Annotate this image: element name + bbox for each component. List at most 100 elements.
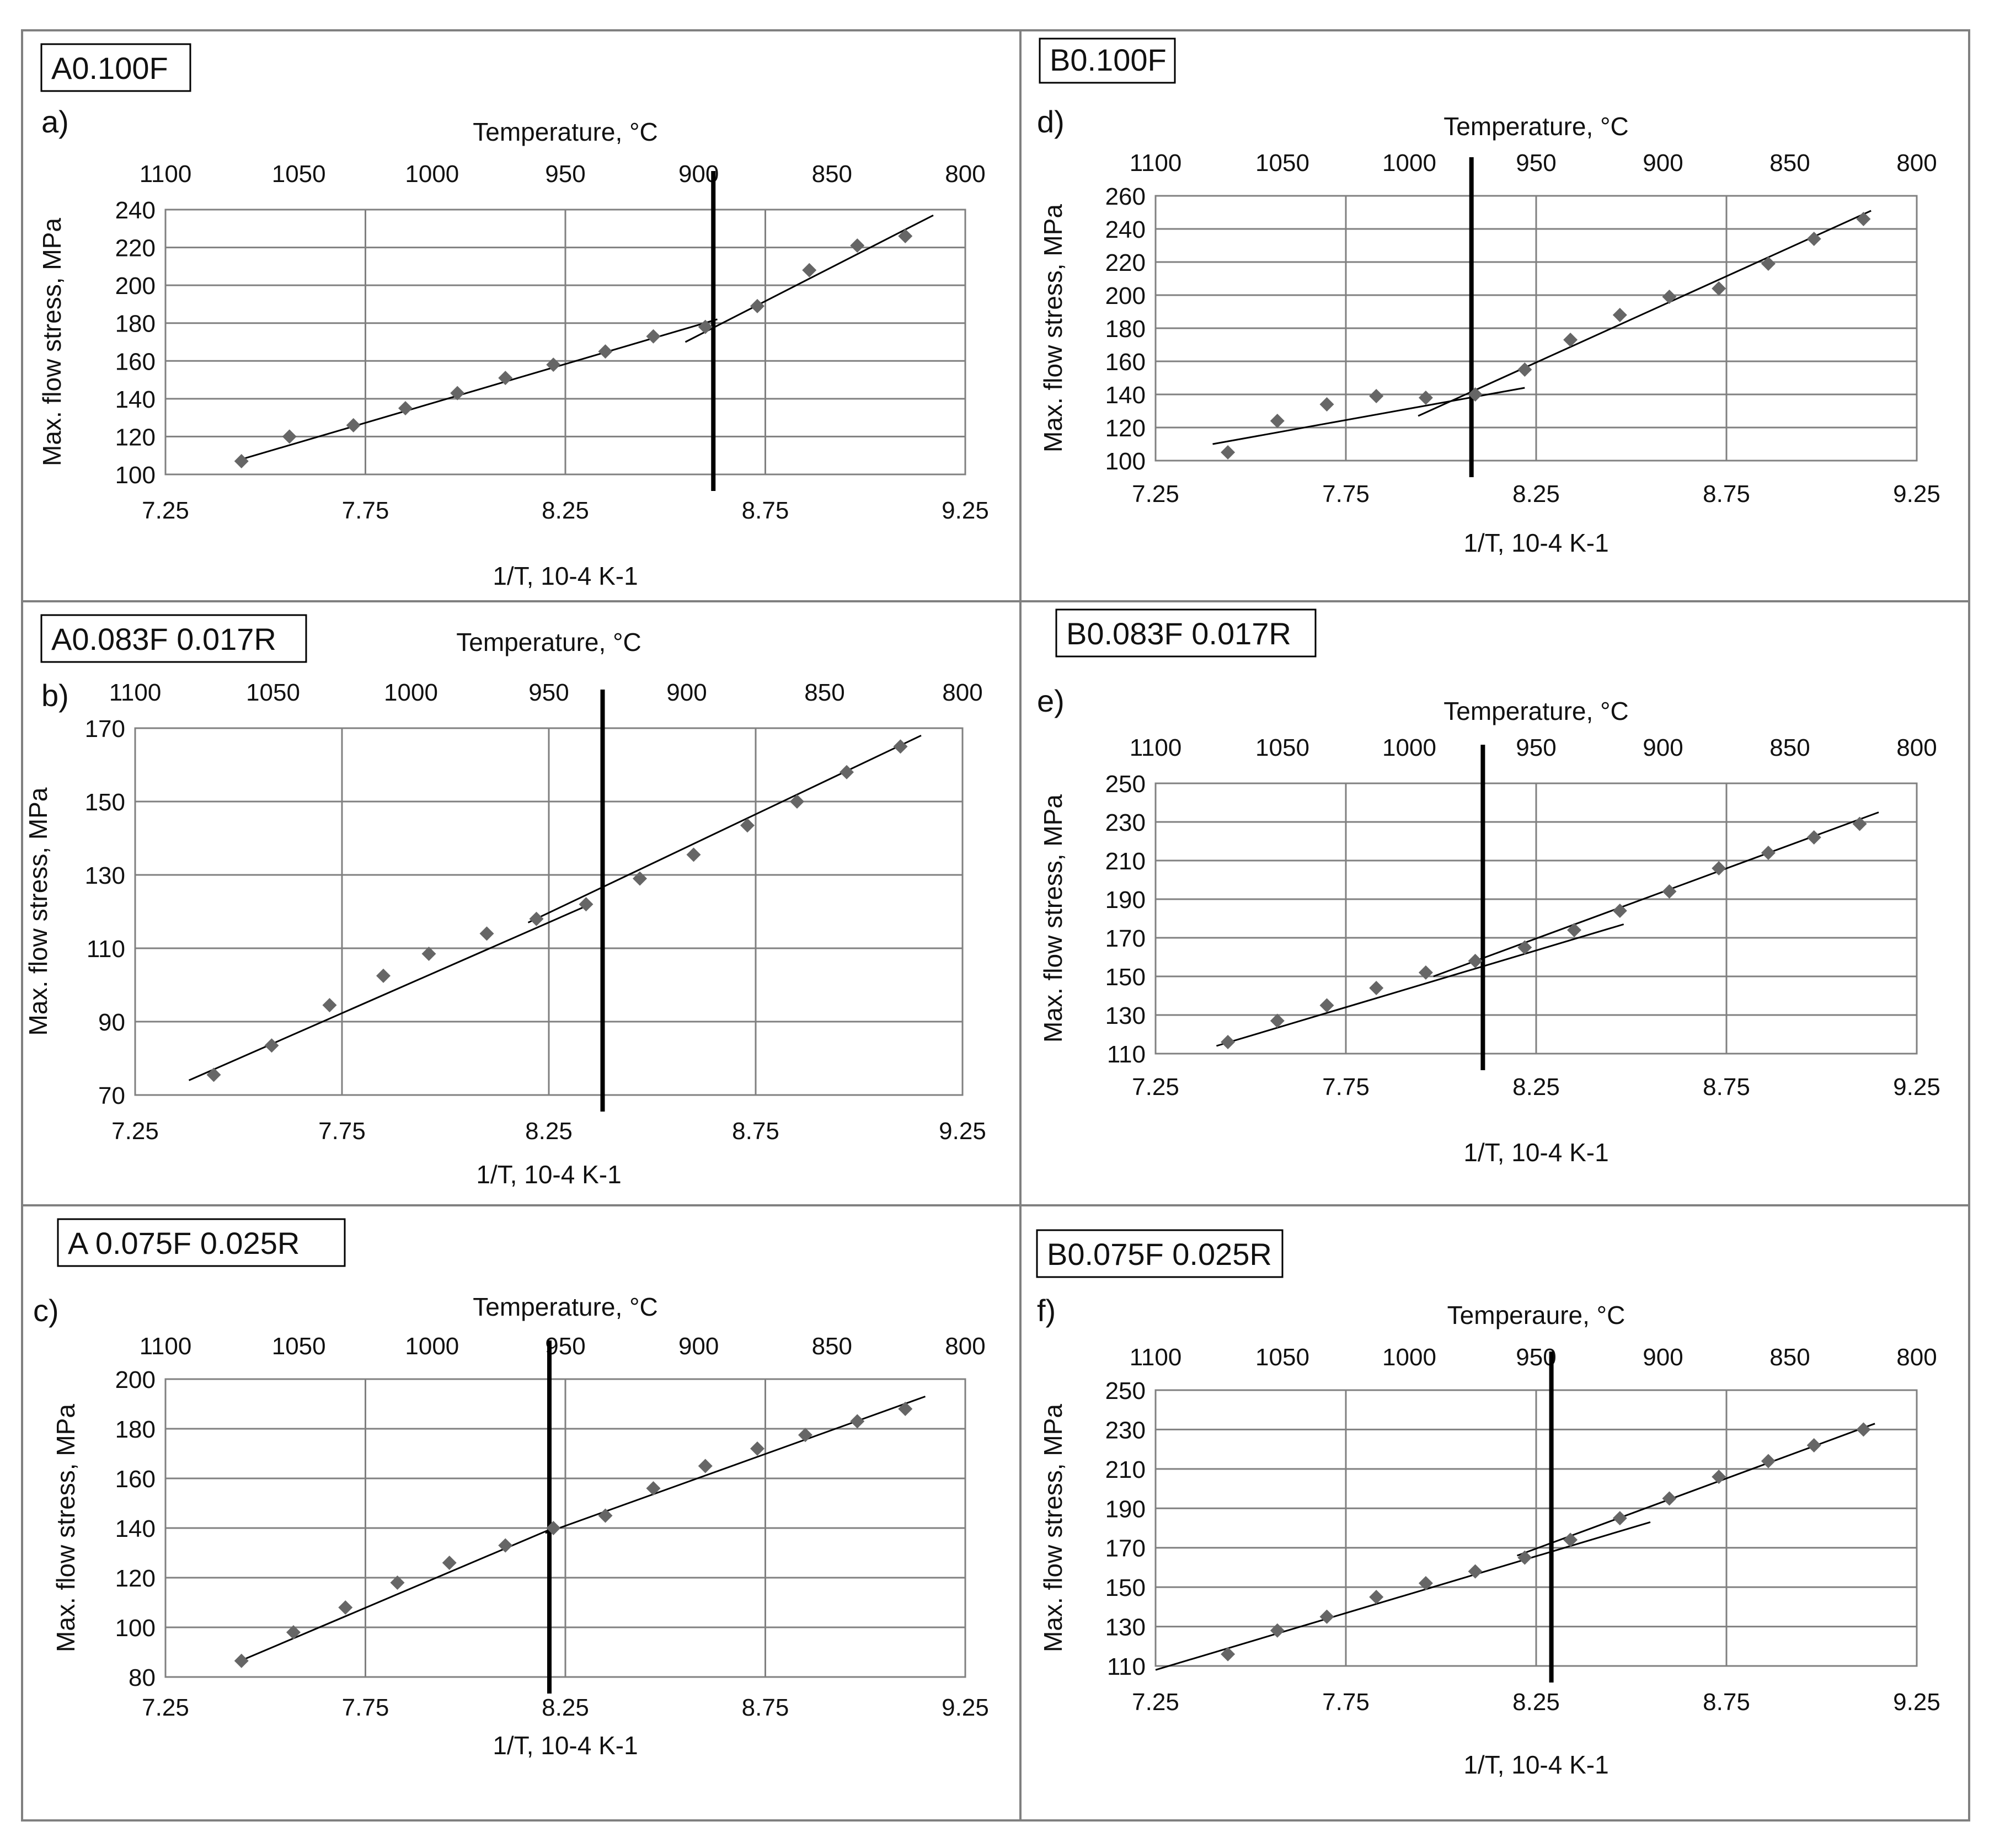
temperature-tick-label: 800 [1896, 149, 1937, 177]
y-tick-label: 240 [1105, 216, 1146, 243]
temperature-tick-label: 1100 [1130, 1344, 1182, 1371]
y-tick-label: 250 [1105, 771, 1146, 798]
y-tick-label: 200 [115, 1366, 156, 1393]
chart-title: A0.083F 0.017R [51, 622, 276, 656]
x-tick-label: 7.25 [142, 497, 189, 524]
data-point [740, 818, 755, 833]
data-point [1852, 816, 1867, 831]
chart-panel-f: B0.075F 0.025R f) 110 130 150 170 190 210 230 250… [1036, 1229, 1940, 1779]
temperature-tick-label: 1100 [1130, 149, 1182, 177]
data-point [1856, 212, 1871, 226]
trend-line [527, 734, 922, 923]
y-tick-label: 220 [1105, 249, 1146, 276]
temperature-tick-label: 950 [545, 161, 585, 188]
y-tick-label: 100 [115, 462, 156, 489]
chart-title: B0.100F [1050, 42, 1167, 77]
data-point [1468, 1564, 1483, 1579]
data-point [1712, 861, 1726, 875]
data-point [1418, 391, 1433, 405]
data-point [698, 1459, 713, 1473]
y-tick-label: 170 [85, 715, 125, 743]
temperature-tick-label: 1100 [1130, 734, 1182, 761]
data-point [598, 344, 613, 359]
data-point [546, 1521, 561, 1535]
data-point [798, 1428, 812, 1443]
chart-title-box [1039, 38, 1176, 84]
plot-area-border [1154, 1389, 1918, 1667]
y-tick-label: 210 [1105, 1456, 1146, 1483]
x-tick-label: 7.25 [1132, 1073, 1179, 1101]
data-point [750, 298, 764, 313]
temperature-axis-title: Temperature, °C [1443, 112, 1628, 141]
x-axis-title: 1/T, 10-4 K-1 [476, 1160, 621, 1189]
temperature-tick-label: 800 [1896, 1344, 1937, 1371]
data-point [286, 1625, 301, 1639]
data-point [1319, 397, 1334, 412]
data-point [442, 1556, 457, 1570]
data-point [1612, 904, 1627, 918]
chart-title: A0.100F [51, 51, 168, 86]
y-tick-label: 160 [115, 348, 156, 375]
x-tick-label: 7.75 [342, 497, 389, 524]
data-point [898, 1402, 913, 1416]
x-tick-label: 7.75 [1322, 1689, 1370, 1716]
trend-line [685, 214, 934, 343]
y-tick-label: 230 [1105, 1417, 1146, 1444]
chart-title: B0.075F 0.025R [1047, 1237, 1272, 1272]
y-tick-label: 130 [85, 862, 125, 889]
temperature-tick-label: 950 [528, 679, 569, 706]
chart-panel-a: A0.100F a) 100 120 140 160 180 200 220 240 7.25 7.7… [38, 43, 989, 590]
data-point [1612, 1511, 1627, 1526]
panel-frame [1019, 600, 1970, 1206]
temperature-tick-label: 900 [1643, 149, 1683, 177]
y-tick-label: 110 [1107, 1041, 1146, 1068]
trend-line [1216, 923, 1624, 1047]
data-point [1319, 998, 1334, 1013]
trend-line [1418, 210, 1872, 417]
y-axis-title: Max. flow stress, MPa [1039, 794, 1067, 1043]
data-point [264, 1038, 279, 1053]
temperature-tick-label: 1050 [1255, 734, 1309, 761]
data-point [686, 847, 701, 862]
y-tick-label: 210 [1105, 848, 1146, 875]
data-point [1712, 1470, 1726, 1484]
x-tick-label: 8.25 [542, 1694, 589, 1721]
temperature-tick-label: 1050 [246, 679, 300, 706]
y-tick-label: 160 [115, 1466, 156, 1493]
y-tick-label: 130 [1105, 1614, 1146, 1641]
data-point [1517, 940, 1532, 955]
plot-area-border [1154, 782, 1918, 1055]
data-point [498, 371, 513, 386]
temperature-tick-label: 800 [945, 161, 985, 188]
x-tick-label: 8.25 [1512, 1073, 1560, 1101]
y-tick-label: 120 [1105, 415, 1146, 442]
plot-area-border [1154, 195, 1918, 462]
trend-line [241, 318, 718, 461]
temperature-tick-label: 850 [1769, 149, 1810, 177]
x-tick-label: 7.75 [1322, 480, 1370, 508]
data-point [1662, 1491, 1677, 1506]
x-tick-label: 9.25 [942, 497, 989, 524]
y-tick-label: 140 [115, 386, 156, 413]
temperature-tick-label: 1000 [384, 679, 438, 706]
data-point [1221, 445, 1236, 460]
chart-panel-b: A0.083F 0.017R b) 70 90 110 130 150 170 7.25 7.75… [24, 614, 986, 1189]
data-point [840, 765, 854, 779]
y-axis-title: Max. flow stress, MPa [24, 787, 52, 1035]
data-point [1270, 414, 1285, 428]
data-point [498, 1538, 513, 1553]
data-point [1221, 1647, 1236, 1662]
temperature-tick-label: 1000 [1382, 1344, 1436, 1371]
y-tick-label: 110 [1107, 1653, 1146, 1680]
x-tick-label: 7.25 [111, 1118, 159, 1145]
trend-line [1155, 1521, 1651, 1671]
x-tick-label: 9.25 [1893, 480, 1940, 508]
y-tick-label: 190 [1105, 886, 1146, 914]
data-point [1418, 1576, 1433, 1590]
x-tick-label: 8.75 [732, 1118, 779, 1145]
y-tick-label: 230 [1105, 809, 1146, 836]
panel-label: c) [33, 1293, 59, 1328]
x-tick-label: 8.75 [1703, 1073, 1750, 1101]
y-tick-label: 200 [115, 273, 156, 300]
